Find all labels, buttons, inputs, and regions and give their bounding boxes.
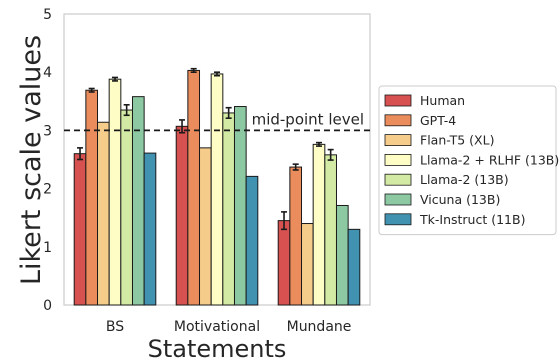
error-bar — [327, 148, 334, 161]
error-bar — [292, 163, 299, 171]
reference-line: mid-point level — [64, 110, 370, 132]
bar — [97, 121, 110, 306]
bar — [85, 89, 99, 306]
bar — [347, 228, 361, 306]
y-tick-label: 3 — [43, 123, 52, 139]
legend-swatch — [384, 94, 412, 107]
bar — [120, 109, 133, 306]
bar — [175, 125, 189, 306]
bar — [301, 223, 314, 306]
y-tick-label: 1 — [43, 240, 52, 256]
error-bar — [190, 67, 197, 73]
legend-label: Tk-Instruct (11B) — [419, 212, 525, 227]
legend: Human GPT-4 Flan-T5 (XL) Llama-2 + RLHF (13… — [378, 85, 559, 236]
legend-swatch — [384, 134, 412, 147]
bar — [324, 154, 337, 306]
legend-label: Llama-2 (13B) — [420, 172, 509, 187]
bar — [73, 153, 87, 306]
error-bar — [316, 141, 322, 147]
y-tick-label: 0 — [43, 298, 52, 314]
bar — [131, 96, 145, 306]
y-axis-label: Likert scale values — [16, 35, 47, 285]
x-axis: BS Motivational Mundane — [106, 319, 352, 335]
error-bar — [214, 71, 220, 77]
y-tick-label: 2 — [43, 182, 52, 198]
mid-point-label: mid-point level — [252, 110, 364, 128]
error-bar — [123, 103, 130, 117]
legend-swatch — [384, 213, 412, 226]
bar — [187, 69, 201, 306]
bar — [312, 143, 326, 306]
legend-swatch — [384, 153, 412, 166]
error-bar — [88, 87, 95, 93]
error-bar — [77, 147, 84, 161]
bar — [277, 220, 291, 306]
y-tick-label: 4 — [43, 65, 52, 81]
bar — [199, 147, 212, 306]
legend-label: Human — [420, 93, 465, 108]
x-tick-label: BS — [106, 319, 124, 335]
legend-swatch — [384, 193, 412, 206]
x-axis-label: Statements — [148, 335, 287, 361]
bar — [233, 106, 247, 306]
error-bar — [112, 76, 118, 82]
legend-swatch — [384, 114, 412, 127]
legend-label: Llama-2 + RLHF (13B) — [420, 152, 559, 167]
bar — [335, 204, 349, 306]
legend-label: Vicuna (13B) — [420, 192, 500, 207]
y-axis: 0 1 2 3 4 5 — [43, 7, 52, 314]
y-tick-label: 5 — [43, 7, 52, 23]
bar — [210, 73, 224, 306]
bar — [143, 152, 157, 306]
bar — [245, 175, 259, 306]
error-bar — [225, 106, 232, 119]
x-tick-label: Mundane — [287, 319, 352, 335]
bar — [108, 78, 122, 306]
legend-label: Flan-T5 (XL) — [420, 133, 494, 148]
error-bar — [281, 211, 288, 231]
bar — [289, 166, 303, 306]
legend-box — [378, 85, 557, 236]
legend-label: GPT-4 — [420, 113, 456, 128]
bars — [73, 67, 361, 306]
bar — [222, 112, 235, 306]
error-bar — [179, 119, 186, 134]
legend-swatch — [384, 173, 412, 186]
x-tick-label: Motivational — [174, 319, 260, 335]
